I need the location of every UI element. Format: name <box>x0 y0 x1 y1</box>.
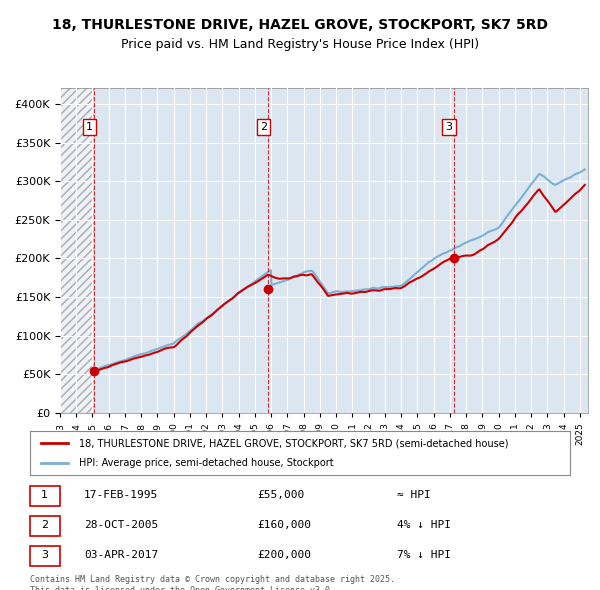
FancyBboxPatch shape <box>30 546 60 566</box>
Text: 3: 3 <box>446 122 452 132</box>
Text: 7% ↓ HPI: 7% ↓ HPI <box>397 550 451 560</box>
FancyBboxPatch shape <box>30 486 60 506</box>
Bar <box>60 88 94 413</box>
Text: £160,000: £160,000 <box>257 520 311 530</box>
Text: 03-APR-2017: 03-APR-2017 <box>84 550 158 560</box>
Text: 18, THURLESTONE DRIVE, HAZEL GROVE, STOCKPORT, SK7 5RD: 18, THURLESTONE DRIVE, HAZEL GROVE, STOC… <box>52 18 548 32</box>
Text: 3: 3 <box>41 550 48 560</box>
Text: 28-OCT-2005: 28-OCT-2005 <box>84 520 158 530</box>
Text: 18, THURLESTONE DRIVE, HAZEL GROVE, STOCKPORT, SK7 5RD (semi-detached house): 18, THURLESTONE DRIVE, HAZEL GROVE, STOC… <box>79 438 508 448</box>
Text: Price paid vs. HM Land Registry's House Price Index (HPI): Price paid vs. HM Land Registry's House … <box>121 38 479 51</box>
Text: 4% ↓ HPI: 4% ↓ HPI <box>397 520 451 530</box>
FancyBboxPatch shape <box>30 516 60 536</box>
Text: Contains HM Land Registry data © Crown copyright and database right 2025.
This d: Contains HM Land Registry data © Crown c… <box>30 575 395 590</box>
Text: HPI: Average price, semi-detached house, Stockport: HPI: Average price, semi-detached house,… <box>79 458 333 467</box>
Bar <box>60 88 94 413</box>
Text: 1: 1 <box>86 122 93 132</box>
Text: 17-FEB-1995: 17-FEB-1995 <box>84 490 158 500</box>
Text: £55,000: £55,000 <box>257 490 304 500</box>
Text: £200,000: £200,000 <box>257 550 311 560</box>
Text: 2: 2 <box>41 520 48 530</box>
Text: 2: 2 <box>260 122 267 132</box>
Text: ≈ HPI: ≈ HPI <box>397 490 431 500</box>
Text: 1: 1 <box>41 490 48 500</box>
